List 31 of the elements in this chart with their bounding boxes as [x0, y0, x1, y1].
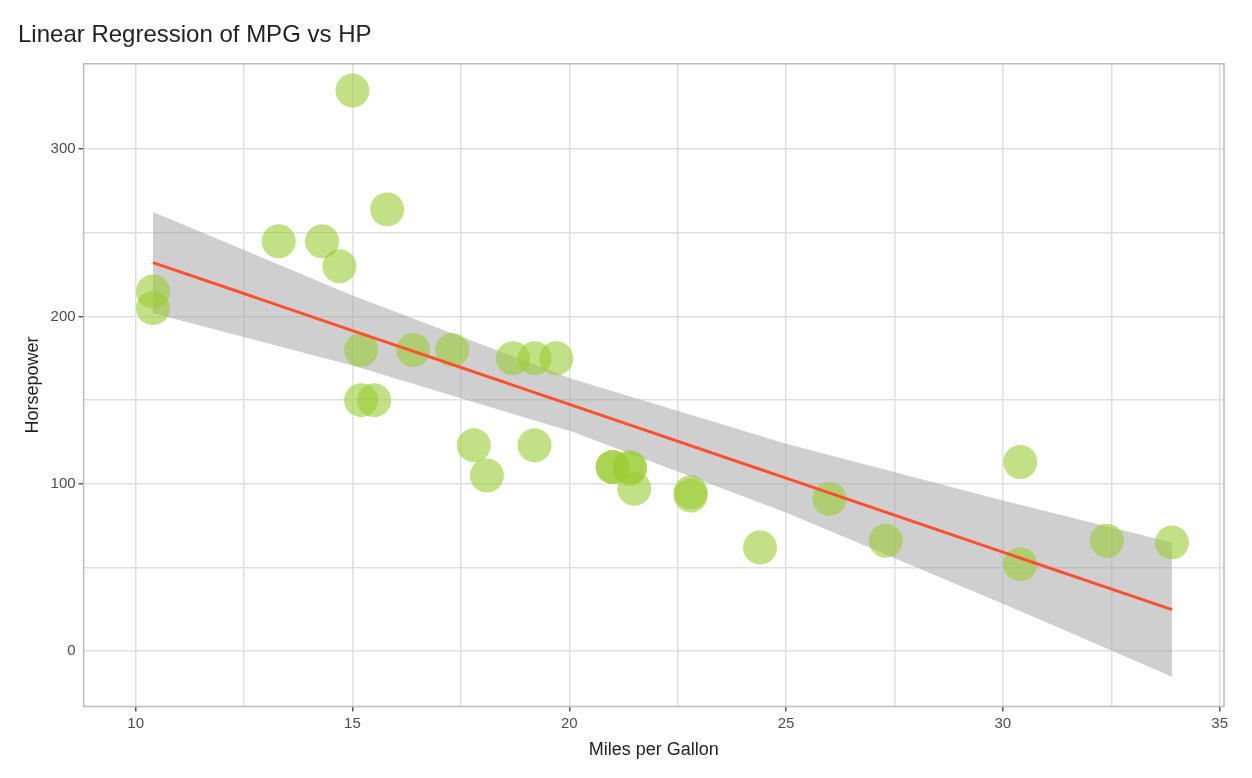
x-axis-title: Miles per Gallon — [588, 739, 719, 760]
x-tick-label: 25 — [777, 713, 795, 731]
point — [435, 332, 470, 367]
point — [322, 249, 357, 284]
point — [469, 458, 504, 493]
y-axis-title: Horsepower — [21, 336, 42, 434]
point — [370, 192, 405, 227]
y-tick-label: 0 — [67, 641, 76, 659]
x-tick-label: 30 — [994, 713, 1012, 731]
point — [305, 224, 340, 259]
point — [1003, 445, 1038, 480]
point — [136, 274, 170, 309]
y-tick-label: 100 — [50, 473, 76, 491]
point — [743, 530, 778, 565]
point — [456, 428, 491, 463]
point — [261, 224, 296, 259]
point — [344, 332, 379, 367]
point — [517, 428, 552, 463]
x-tick-label: 15 — [344, 713, 361, 731]
point — [868, 523, 903, 558]
point — [335, 73, 370, 108]
point — [539, 341, 574, 376]
y-tick-label: 300 — [50, 139, 76, 157]
x-tick-label: 10 — [127, 713, 144, 731]
x-tick-label: 35 — [1211, 713, 1229, 731]
x-tick-label: 20 — [560, 713, 578, 731]
y-tick-label: 200 — [50, 306, 76, 324]
point — [344, 383, 379, 418]
point — [1089, 523, 1124, 558]
point — [1154, 525, 1189, 560]
chart-title: Linear Regression of MPG vs HP — [18, 20, 372, 48]
